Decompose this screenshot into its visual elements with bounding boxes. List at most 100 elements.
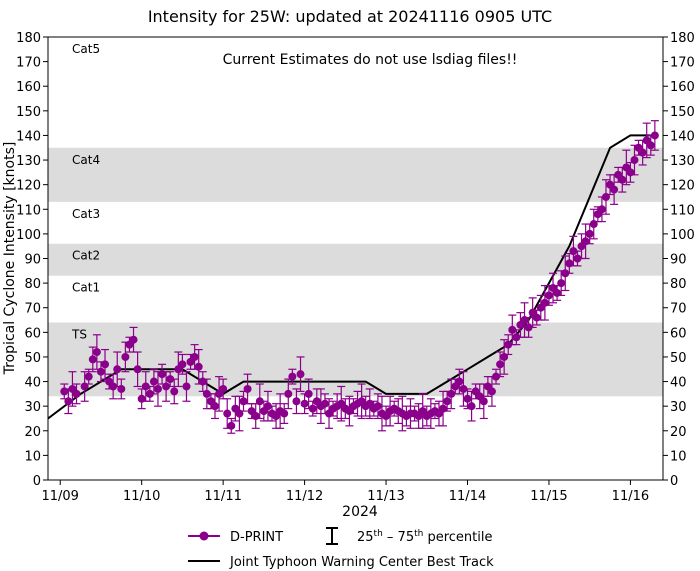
dprint-point [373,393,382,420]
dprint-marker [373,402,382,411]
y-tick-label-left: 70 [24,302,41,317]
dprint-point [149,368,158,395]
legend: D-PRINT 25th – 75th percentile Joint Typho… [188,527,494,570]
category-label-cat4: Cat4 [72,153,100,167]
chart-title: Intensity for 25W: updated at 20241116 0… [148,7,552,26]
y-tick-label-right: 170 [670,56,695,71]
y-tick-label-right: 180 [670,31,695,46]
dprint-marker [504,340,513,349]
dprint-marker [149,377,158,386]
y-tick-label-right: 40 [670,376,687,391]
y-tick-label-right: 120 [670,179,695,194]
dprint-marker [210,402,219,411]
dprint-marker [308,404,317,413]
dprint-marker [96,367,105,376]
y-tick-label-right: 0 [670,474,678,489]
dprint-point [133,351,142,388]
dprint-point [524,316,533,338]
category-label-cat5: Cat5 [72,42,100,56]
dprint-marker [166,375,175,384]
x-tick-label: 11/15 [530,489,567,504]
dprint-point [194,348,203,385]
dprint-marker [300,399,309,408]
dprint-point [459,371,468,407]
y-tick-label-left: 50 [24,351,41,366]
y-tick-label-left: 30 [24,400,41,415]
dprint-marker [508,325,517,334]
dprint-point [292,388,301,415]
dprint-point [300,393,309,415]
dprint-marker [610,185,619,194]
dprint-point [113,351,122,388]
dprint-point [516,312,525,338]
dprint-marker [459,384,468,393]
dprint-marker [280,409,289,418]
category-label-cat2: Cat2 [72,249,100,263]
x-tick-label: 11/12 [286,489,323,504]
y-tick-label-left: 170 [16,56,41,71]
dprint-marker [170,387,179,396]
dprint-point [443,390,452,412]
dprint-marker [455,377,464,386]
dprint-point [492,368,501,385]
y-tick-label-left: 110 [16,203,41,218]
y-tick-label-left: 90 [24,253,41,268]
y-tick-label-left: 140 [16,129,41,144]
y-tick-label-right: 90 [670,253,687,268]
dprint-point [109,373,118,400]
dprint-marker [141,382,150,391]
dprint-point [84,368,93,385]
dprint-point [418,393,427,429]
dprint-marker [524,323,533,332]
dprint-marker [512,333,521,342]
y-tick-label-left: 180 [16,31,41,46]
dprint-marker [618,175,627,184]
x-tick-label: 11/16 [612,489,649,504]
y-tick-label-left: 40 [24,376,41,391]
dprint-point [553,284,562,301]
dprint-marker [557,279,566,288]
dprint-marker [479,397,488,406]
dprint-marker [492,372,501,381]
y-tick-label-left: 150 [16,105,41,120]
dprint-marker [463,394,472,403]
dprint-point [333,393,342,420]
dprint-point [610,174,619,205]
x-tick-label: 11/14 [449,489,486,504]
y-tick-label-right: 150 [670,105,695,120]
x-axis-label: 2024 [342,504,378,520]
dprint-marker [133,365,142,374]
dprint-point [569,235,578,267]
dprint-marker [84,372,93,381]
dprint-marker [178,360,187,369]
dprint-point [479,383,488,420]
dprint-point [117,378,126,400]
y-tick-label-right: 160 [670,80,695,95]
dprint-point [573,250,582,267]
dprint-marker [561,269,570,278]
dprint-marker [638,148,647,157]
dprint-marker [202,389,211,398]
category-label-cat1: Cat1 [72,281,100,295]
dprint-marker [88,355,97,364]
dprint-marker [64,397,73,406]
dprint-point [618,166,627,193]
dprint-marker [630,156,639,165]
x-tick-label: 11/13 [367,489,404,504]
dprint-marker [145,389,154,398]
dprint-point [64,388,73,415]
dprint-point [178,353,187,375]
dprint-point [162,371,171,402]
dprint-marker [597,205,606,214]
y-tick-label-right: 50 [670,351,687,366]
dprint-marker [573,254,582,263]
dprint-point [166,371,175,388]
y-axis-label: Tropical Cyclone Intensity [knots] [2,142,18,376]
dprint-marker [194,362,203,371]
dprint-marker [646,141,655,150]
dprint-point [72,383,81,405]
y-tick-label-right: 60 [670,326,687,341]
dprint-marker [223,409,232,418]
dprint-marker [190,352,199,361]
dprint-marker [304,389,313,398]
